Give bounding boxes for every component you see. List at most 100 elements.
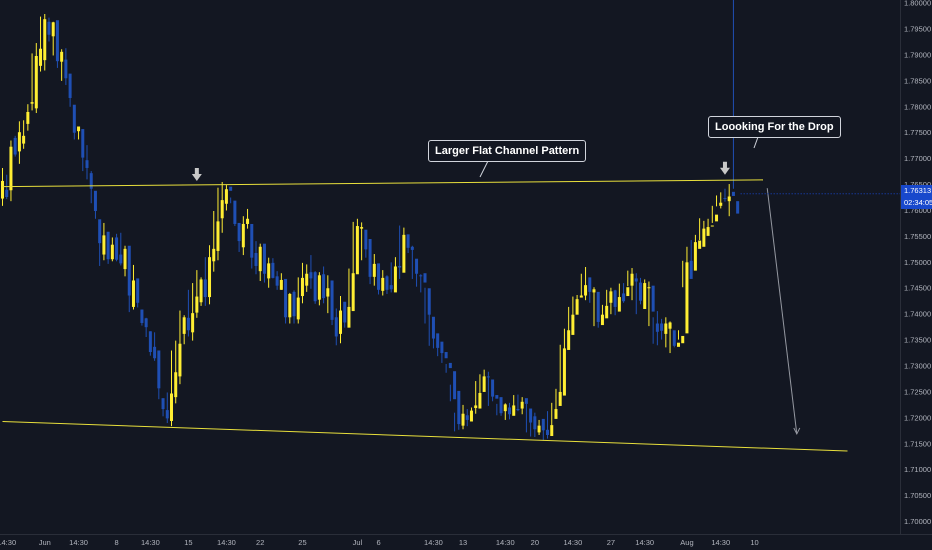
candle-body <box>706 227 710 236</box>
candle-body <box>677 342 680 347</box>
candle-body <box>698 240 702 249</box>
candle-body <box>710 225 714 227</box>
candle-body <box>512 405 516 416</box>
candle-body <box>47 21 51 35</box>
candle-body <box>596 291 600 322</box>
candle-body <box>719 202 723 206</box>
candle-body <box>575 299 579 315</box>
candle-body <box>195 296 199 313</box>
candle-body <box>672 330 676 346</box>
candle-body <box>309 272 313 279</box>
candle-body <box>516 409 520 411</box>
candle-body <box>355 226 359 275</box>
candle-body <box>495 395 499 399</box>
price-tick-label: 1.72500 <box>904 387 931 396</box>
candle-body <box>541 418 545 431</box>
candle-body <box>372 263 376 277</box>
candle-body <box>22 135 26 144</box>
candle-body <box>279 279 283 290</box>
candle-body <box>685 262 689 334</box>
time-tick-label: 14:30 <box>424 538 443 547</box>
time-tick-label: 15 <box>184 538 192 547</box>
candle-body <box>203 279 207 298</box>
candle-body <box>474 405 478 409</box>
bar-countdown: 02:34:05 <box>904 198 932 207</box>
current-price-badge: 1.76313 02:34:05 <box>901 185 932 209</box>
candle-body <box>537 425 541 433</box>
price-tick-label: 1.73500 <box>904 336 931 345</box>
candle-body <box>558 391 562 406</box>
candle-body <box>43 19 47 61</box>
candle-body <box>55 20 59 62</box>
time-tick-label: Aug <box>680 538 693 547</box>
candle-body <box>182 317 186 334</box>
candle-body <box>465 415 469 420</box>
candle-body <box>115 237 119 260</box>
price-tick-label: 1.78500 <box>904 76 931 85</box>
candle-body <box>220 200 224 219</box>
time-tick-label: 14:30 <box>141 538 160 547</box>
candle-body <box>626 287 630 297</box>
candle-body <box>102 235 106 255</box>
price-tick-label: 1.76000 <box>904 206 931 215</box>
candle-body <box>533 416 537 430</box>
channel-pattern-label[interactable]: Larger Flat Channel Pattern <box>428 140 587 162</box>
price-tick-label: 1.79500 <box>904 25 931 34</box>
time-tick-label: 14:30 <box>496 538 515 547</box>
candle-body <box>364 229 368 250</box>
candle-body <box>368 239 372 277</box>
candle-body <box>427 288 431 315</box>
candle-body <box>191 313 195 333</box>
candle-body <box>550 425 554 437</box>
price-tick-label: 1.74000 <box>904 310 931 319</box>
candle-body <box>212 248 216 262</box>
candle-body <box>482 376 486 392</box>
candle-body <box>655 323 659 332</box>
time-tick-label: 27 <box>607 538 615 547</box>
candle-body <box>208 257 212 298</box>
candle-body <box>81 129 85 158</box>
candle-body <box>448 362 452 369</box>
candle-body <box>254 253 258 266</box>
candle-body <box>170 393 173 421</box>
candle-body <box>440 341 444 354</box>
candle-body <box>571 314 575 335</box>
candle-body <box>284 278 288 318</box>
candle-body <box>579 295 583 298</box>
candle-body <box>584 285 588 296</box>
candle-body <box>127 245 131 296</box>
candle-body <box>689 260 693 279</box>
candle-body <box>165 410 169 419</box>
candle-body <box>381 277 385 291</box>
candle-body <box>237 222 241 242</box>
candle-body <box>123 248 127 270</box>
price-tick-label: 1.75500 <box>904 232 931 241</box>
candle-body <box>617 297 621 312</box>
candle-body <box>144 318 148 328</box>
time-tick-label: Jun <box>39 538 51 547</box>
candle-body <box>250 223 254 258</box>
candle-body <box>322 274 326 299</box>
looking-for-drop-label[interactable]: Loooking For the Drop <box>708 116 841 138</box>
candle-body <box>478 392 482 409</box>
candle-body <box>98 219 102 244</box>
candle-body <box>140 309 144 323</box>
candle-body <box>727 196 731 202</box>
price-tick-label: 1.77500 <box>904 128 931 137</box>
candle-body <box>723 198 727 200</box>
candle-body <box>643 283 647 309</box>
candle-body <box>508 407 511 415</box>
candle-body <box>262 243 266 274</box>
price-tick-label: 1.75000 <box>904 258 931 267</box>
projection-arrowhead <box>793 427 801 436</box>
candle-body <box>499 397 503 414</box>
candle-body <box>592 289 596 293</box>
candle-body <box>554 409 558 419</box>
candle-body <box>444 352 448 359</box>
candle-body <box>77 126 81 132</box>
candle-body <box>524 398 528 404</box>
candle-body <box>736 201 740 214</box>
candle-body <box>313 272 317 302</box>
candle-body <box>503 404 507 412</box>
